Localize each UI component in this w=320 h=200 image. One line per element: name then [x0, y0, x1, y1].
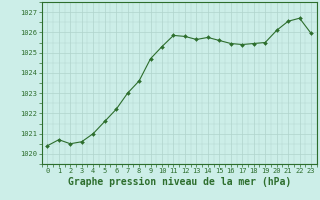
- X-axis label: Graphe pression niveau de la mer (hPa): Graphe pression niveau de la mer (hPa): [68, 177, 291, 187]
